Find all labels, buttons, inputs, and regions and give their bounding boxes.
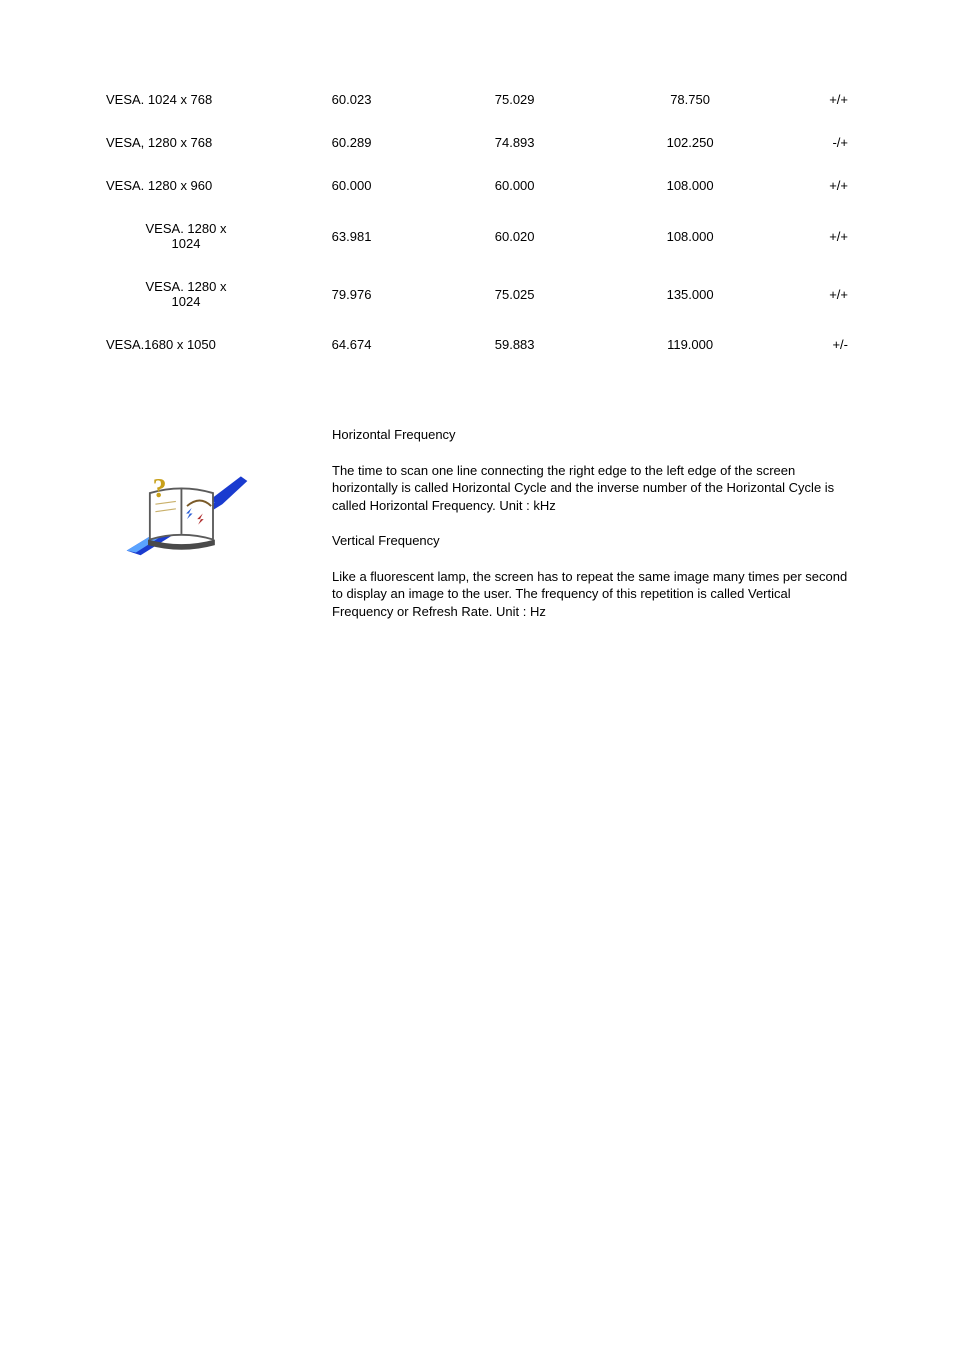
cell-display-mode-line2: 1024 xyxy=(172,236,201,251)
cell-vertical-frequency: 74.893 xyxy=(433,121,596,164)
cell-pixel-clock: 108.000 xyxy=(596,207,784,265)
cell-display-mode: VESA. 1280 x 1024 xyxy=(102,265,270,323)
cell-vertical-frequency: 60.020 xyxy=(433,207,596,265)
cell-pixel-clock: 135.000 xyxy=(596,265,784,323)
cell-display-mode-line2: 1024 xyxy=(172,294,201,309)
cell-sync-polarity: -/+ xyxy=(784,121,852,164)
cell-sync-polarity: +/+ xyxy=(784,164,852,207)
timing-modes-table: VESA. 1024 x 768 60.023 75.029 78.750 +/… xyxy=(102,78,852,366)
cell-display-mode-line1: VESA. 1280 x xyxy=(146,279,227,294)
cell-horizontal-frequency: 60.000 xyxy=(270,164,433,207)
cell-sync-polarity: +/+ xyxy=(784,78,852,121)
table-row: VESA. 1280 x 1024 63.981 60.020 108.000 … xyxy=(102,207,852,265)
cell-display-mode: VESA. 1280 x 1024 xyxy=(102,207,270,265)
cell-sync-polarity: +/+ xyxy=(784,265,852,323)
cell-vertical-frequency: 75.029 xyxy=(433,78,596,121)
notebook-icon-cell: ? xyxy=(102,426,332,638)
table-row: VESA.1680 x 1050 64.674 59.883 119.000 +… xyxy=(102,323,852,366)
cell-vertical-frequency: 75.025 xyxy=(433,265,596,323)
notebook-question-icon: ? xyxy=(122,466,252,561)
cell-display-mode: VESA. 1024 x 768 xyxy=(102,78,270,121)
cell-vertical-frequency: 59.883 xyxy=(433,323,596,366)
vertical-frequency-heading: Vertical Frequency xyxy=(332,532,852,550)
cell-horizontal-frequency: 63.981 xyxy=(270,207,433,265)
cell-display-mode: VESA. 1280 x 960 xyxy=(102,164,270,207)
page-content: VESA. 1024 x 768 60.023 75.029 78.750 +/… xyxy=(0,0,954,638)
cell-pixel-clock: 119.000 xyxy=(596,323,784,366)
cell-horizontal-frequency: 64.674 xyxy=(270,323,433,366)
cell-display-mode-line1: VESA. 1280 x xyxy=(146,221,227,236)
table-row: VESA. 1280 x 1024 79.976 75.025 135.000 … xyxy=(102,265,852,323)
cell-display-mode: VESA.1680 x 1050 xyxy=(102,323,270,366)
cell-sync-polarity: +/- xyxy=(784,323,852,366)
cell-horizontal-frequency: 60.289 xyxy=(270,121,433,164)
horizontal-frequency-body: The time to scan one line connecting the… xyxy=(332,462,852,515)
cell-display-mode: VESA, 1280 x 768 xyxy=(102,121,270,164)
table-row: VESA. 1280 x 960 60.000 60.000 108.000 +… xyxy=(102,164,852,207)
cell-vertical-frequency: 60.000 xyxy=(433,164,596,207)
cell-pixel-clock: 102.250 xyxy=(596,121,784,164)
cell-horizontal-frequency: 79.976 xyxy=(270,265,433,323)
cell-pixel-clock: 108.000 xyxy=(596,164,784,207)
definitions-text: Horizontal Frequency The time to scan on… xyxy=(332,426,852,638)
cell-pixel-clock: 78.750 xyxy=(596,78,784,121)
vertical-frequency-body: Like a fluorescent lamp, the screen has … xyxy=(332,568,852,621)
svg-text:?: ? xyxy=(153,473,167,504)
frequency-definitions: ? Horizontal Frequency The time to scan … xyxy=(102,426,852,638)
cell-sync-polarity: +/+ xyxy=(784,207,852,265)
table-row: VESA, 1280 x 768 60.289 74.893 102.250 -… xyxy=(102,121,852,164)
table-row: VESA. 1024 x 768 60.023 75.029 78.750 +/… xyxy=(102,78,852,121)
cell-horizontal-frequency: 60.023 xyxy=(270,78,433,121)
horizontal-frequency-heading: Horizontal Frequency xyxy=(332,426,852,444)
